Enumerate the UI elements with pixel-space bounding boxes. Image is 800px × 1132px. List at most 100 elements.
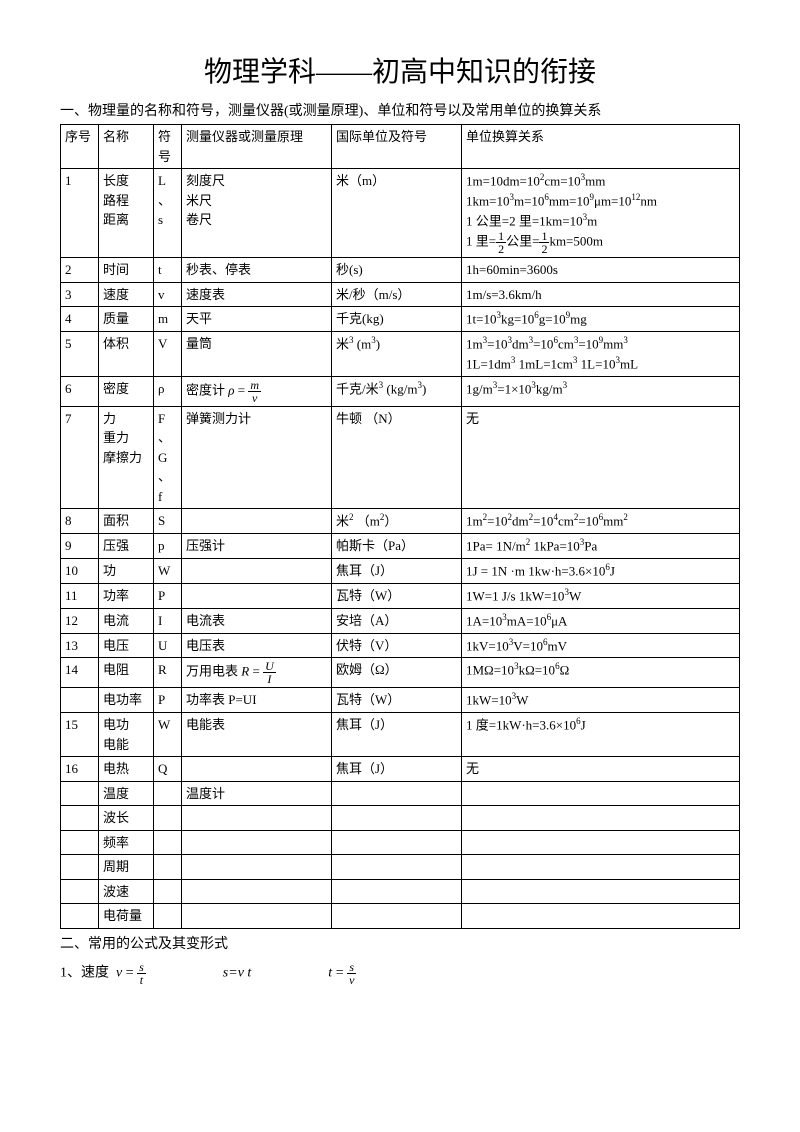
- cell-sym: P: [154, 583, 182, 608]
- cell-idx: 2: [61, 258, 99, 283]
- th-unit: 国际单位及符号: [332, 125, 462, 169]
- cell-name: 电荷量: [99, 904, 154, 929]
- cell-conv: 1m3=103dm3=106cm3=109mm31L=1dm3 1mL=1cm3…: [462, 332, 740, 377]
- table-row: 14电阻R万用电表 R = UI欧姆（Ω）1MΩ=103kΩ=106Ω: [61, 658, 740, 688]
- cell-unit: 焦耳（J）: [332, 713, 462, 757]
- cell-name: 密度: [99, 376, 154, 406]
- cell-idx: 6: [61, 376, 99, 406]
- cell-idx: [61, 855, 99, 880]
- cell-conv: 1m=10dm=102cm=103mm1km=103m=106mm=109μm=…: [462, 169, 740, 258]
- cell-idx: 8: [61, 509, 99, 534]
- cell-sym: [154, 879, 182, 904]
- cell-unit: 米/秒（m/s）: [332, 282, 462, 307]
- cell-unit: 千克(kg): [332, 307, 462, 332]
- table-row: 波长: [61, 806, 740, 831]
- cell-instr: 万用电表 R = UI: [182, 658, 332, 688]
- cell-conv: 1m/s=3.6km/h: [462, 282, 740, 307]
- table-row: 9压强p压强计帕斯卡（Pa）1Pa= 1N/m2 1kPa=103Pa: [61, 534, 740, 559]
- cell-instr: [182, 583, 332, 608]
- cell-conv: 1A=103mA=106μA: [462, 608, 740, 633]
- table-row: 7力重力摩擦力F、G、f弹簧测力计牛顿 （N）无: [61, 406, 740, 509]
- cell-conv: 1Pa= 1N/m2 1kPa=103Pa: [462, 534, 740, 559]
- cell-unit: [332, 904, 462, 929]
- section1-heading: 一、物理量的名称和符号，测量仪器(或测量原理)、单位和符号以及常用单位的换算关系: [60, 100, 740, 120]
- cell-unit: [332, 830, 462, 855]
- table-row: 温度温度计: [61, 781, 740, 806]
- cell-sym: W: [154, 559, 182, 584]
- th-sym: 符号: [154, 125, 182, 169]
- th-conv: 单位换算关系: [462, 125, 740, 169]
- cell-idx: 4: [61, 307, 99, 332]
- cell-unit: 伏特（V）: [332, 633, 462, 658]
- cell-unit: [332, 781, 462, 806]
- table-row: 16电热Q焦耳（J）无: [61, 757, 740, 782]
- cell-sym: U: [154, 633, 182, 658]
- cell-unit: 帕斯卡（Pa）: [332, 534, 462, 559]
- cell-instr: 电流表: [182, 608, 332, 633]
- table-row: 15电功电能W电能表焦耳（J）1 度=1kW·h=3.6×106J: [61, 713, 740, 757]
- cell-sym: v: [154, 282, 182, 307]
- cell-idx: 11: [61, 583, 99, 608]
- cell-name: 速度: [99, 282, 154, 307]
- cell-conv: [462, 830, 740, 855]
- cell-conv: 1kW=103W: [462, 688, 740, 713]
- page-title: 物理学科——初高中知识的衔接: [60, 50, 740, 90]
- frac-den2: v: [347, 974, 356, 986]
- cell-sym: R: [154, 658, 182, 688]
- cell-unit: 牛顿 （N）: [332, 406, 462, 509]
- cell-name: 电阻: [99, 658, 154, 688]
- cell-unit: [332, 806, 462, 831]
- cell-idx: [61, 830, 99, 855]
- cell-conv: 1J = 1N ·m 1kw·h=3.6×106J: [462, 559, 740, 584]
- cell-idx: [61, 781, 99, 806]
- cell-unit: 米（m）: [332, 169, 462, 258]
- cell-name: 波长: [99, 806, 154, 831]
- cell-idx: 15: [61, 713, 99, 757]
- cell-idx: 5: [61, 332, 99, 377]
- cell-name: 电热: [99, 757, 154, 782]
- cell-sym: Q: [154, 757, 182, 782]
- cell-idx: 13: [61, 633, 99, 658]
- cell-idx: [61, 806, 99, 831]
- cell-unit: 焦耳（J）: [332, 559, 462, 584]
- cell-idx: [61, 879, 99, 904]
- cell-instr: 秒表、停表: [182, 258, 332, 283]
- cell-name: 压强: [99, 534, 154, 559]
- cell-instr: 温度计: [182, 781, 332, 806]
- cell-name: 长度路程距离: [99, 169, 154, 258]
- cell-name: 波速: [99, 879, 154, 904]
- cell-name: 电流: [99, 608, 154, 633]
- cell-name: 质量: [99, 307, 154, 332]
- cell-name: 电功电能: [99, 713, 154, 757]
- cell-unit: 安培（A）: [332, 608, 462, 633]
- cell-idx: [61, 904, 99, 929]
- cell-instr: 压强计: [182, 534, 332, 559]
- cell-name: 功: [99, 559, 154, 584]
- cell-instr: 速度表: [182, 282, 332, 307]
- th-idx: 序号: [61, 125, 99, 169]
- frac-num2: s: [347, 961, 356, 974]
- cell-conv: 1W=1 J/s 1kW=103W: [462, 583, 740, 608]
- formula-t: t: [328, 965, 332, 980]
- cell-idx: 14: [61, 658, 99, 688]
- cell-instr: [182, 830, 332, 855]
- cell-sym: [154, 830, 182, 855]
- cell-conv: [462, 806, 740, 831]
- cell-conv: [462, 781, 740, 806]
- cell-name: 电功率: [99, 688, 154, 713]
- cell-conv: 1MΩ=103kΩ=106Ω: [462, 658, 740, 688]
- cell-name: 体积: [99, 332, 154, 377]
- table-row: 电荷量: [61, 904, 740, 929]
- cell-sym: ρ: [154, 376, 182, 406]
- table-row: 1长度路程距离L、s刻度尺米尺卷尺米（m）1m=10dm=102cm=103mm…: [61, 169, 740, 258]
- cell-conv: 无: [462, 406, 740, 509]
- cell-unit: 千克/米3 (kg/m3): [332, 376, 462, 406]
- cell-idx: 7: [61, 406, 99, 509]
- frac-num: s: [137, 961, 146, 974]
- cell-sym: L、s: [154, 169, 182, 258]
- cell-sym: [154, 781, 182, 806]
- th-name: 名称: [99, 125, 154, 169]
- cell-unit: 瓦特（W）: [332, 688, 462, 713]
- cell-conv: [462, 879, 740, 904]
- cell-instr: [182, 509, 332, 534]
